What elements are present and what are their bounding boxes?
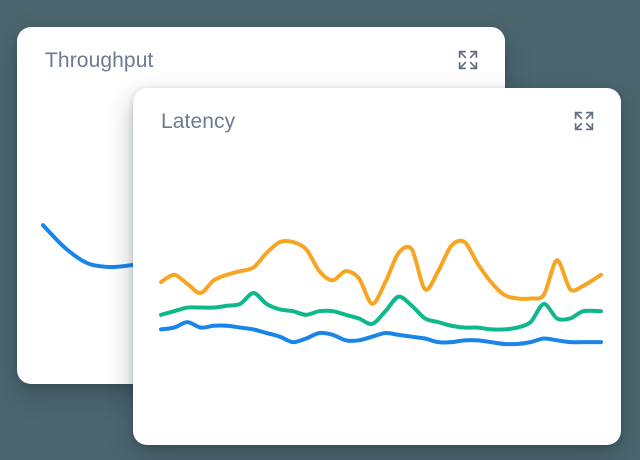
card-title-throughput: Throughput (45, 48, 154, 72)
card-latency[interactable]: Latency (133, 88, 621, 445)
series-line-p50 (159, 320, 603, 347)
expand-button-latency[interactable] (569, 106, 599, 136)
card-title-latency: Latency (161, 109, 236, 133)
series-line-p99 (159, 238, 603, 306)
expand-button-throughput[interactable] (453, 45, 483, 75)
card-header-throughput: Throughput (17, 27, 505, 93)
card-header-latency: Latency (133, 88, 621, 154)
expand-arrows-icon (573, 110, 595, 132)
chart-latency (133, 154, 621, 445)
chart-latency-svg (159, 238, 603, 347)
expand-arrows-icon (457, 49, 479, 71)
series-line-p95 (159, 291, 603, 332)
